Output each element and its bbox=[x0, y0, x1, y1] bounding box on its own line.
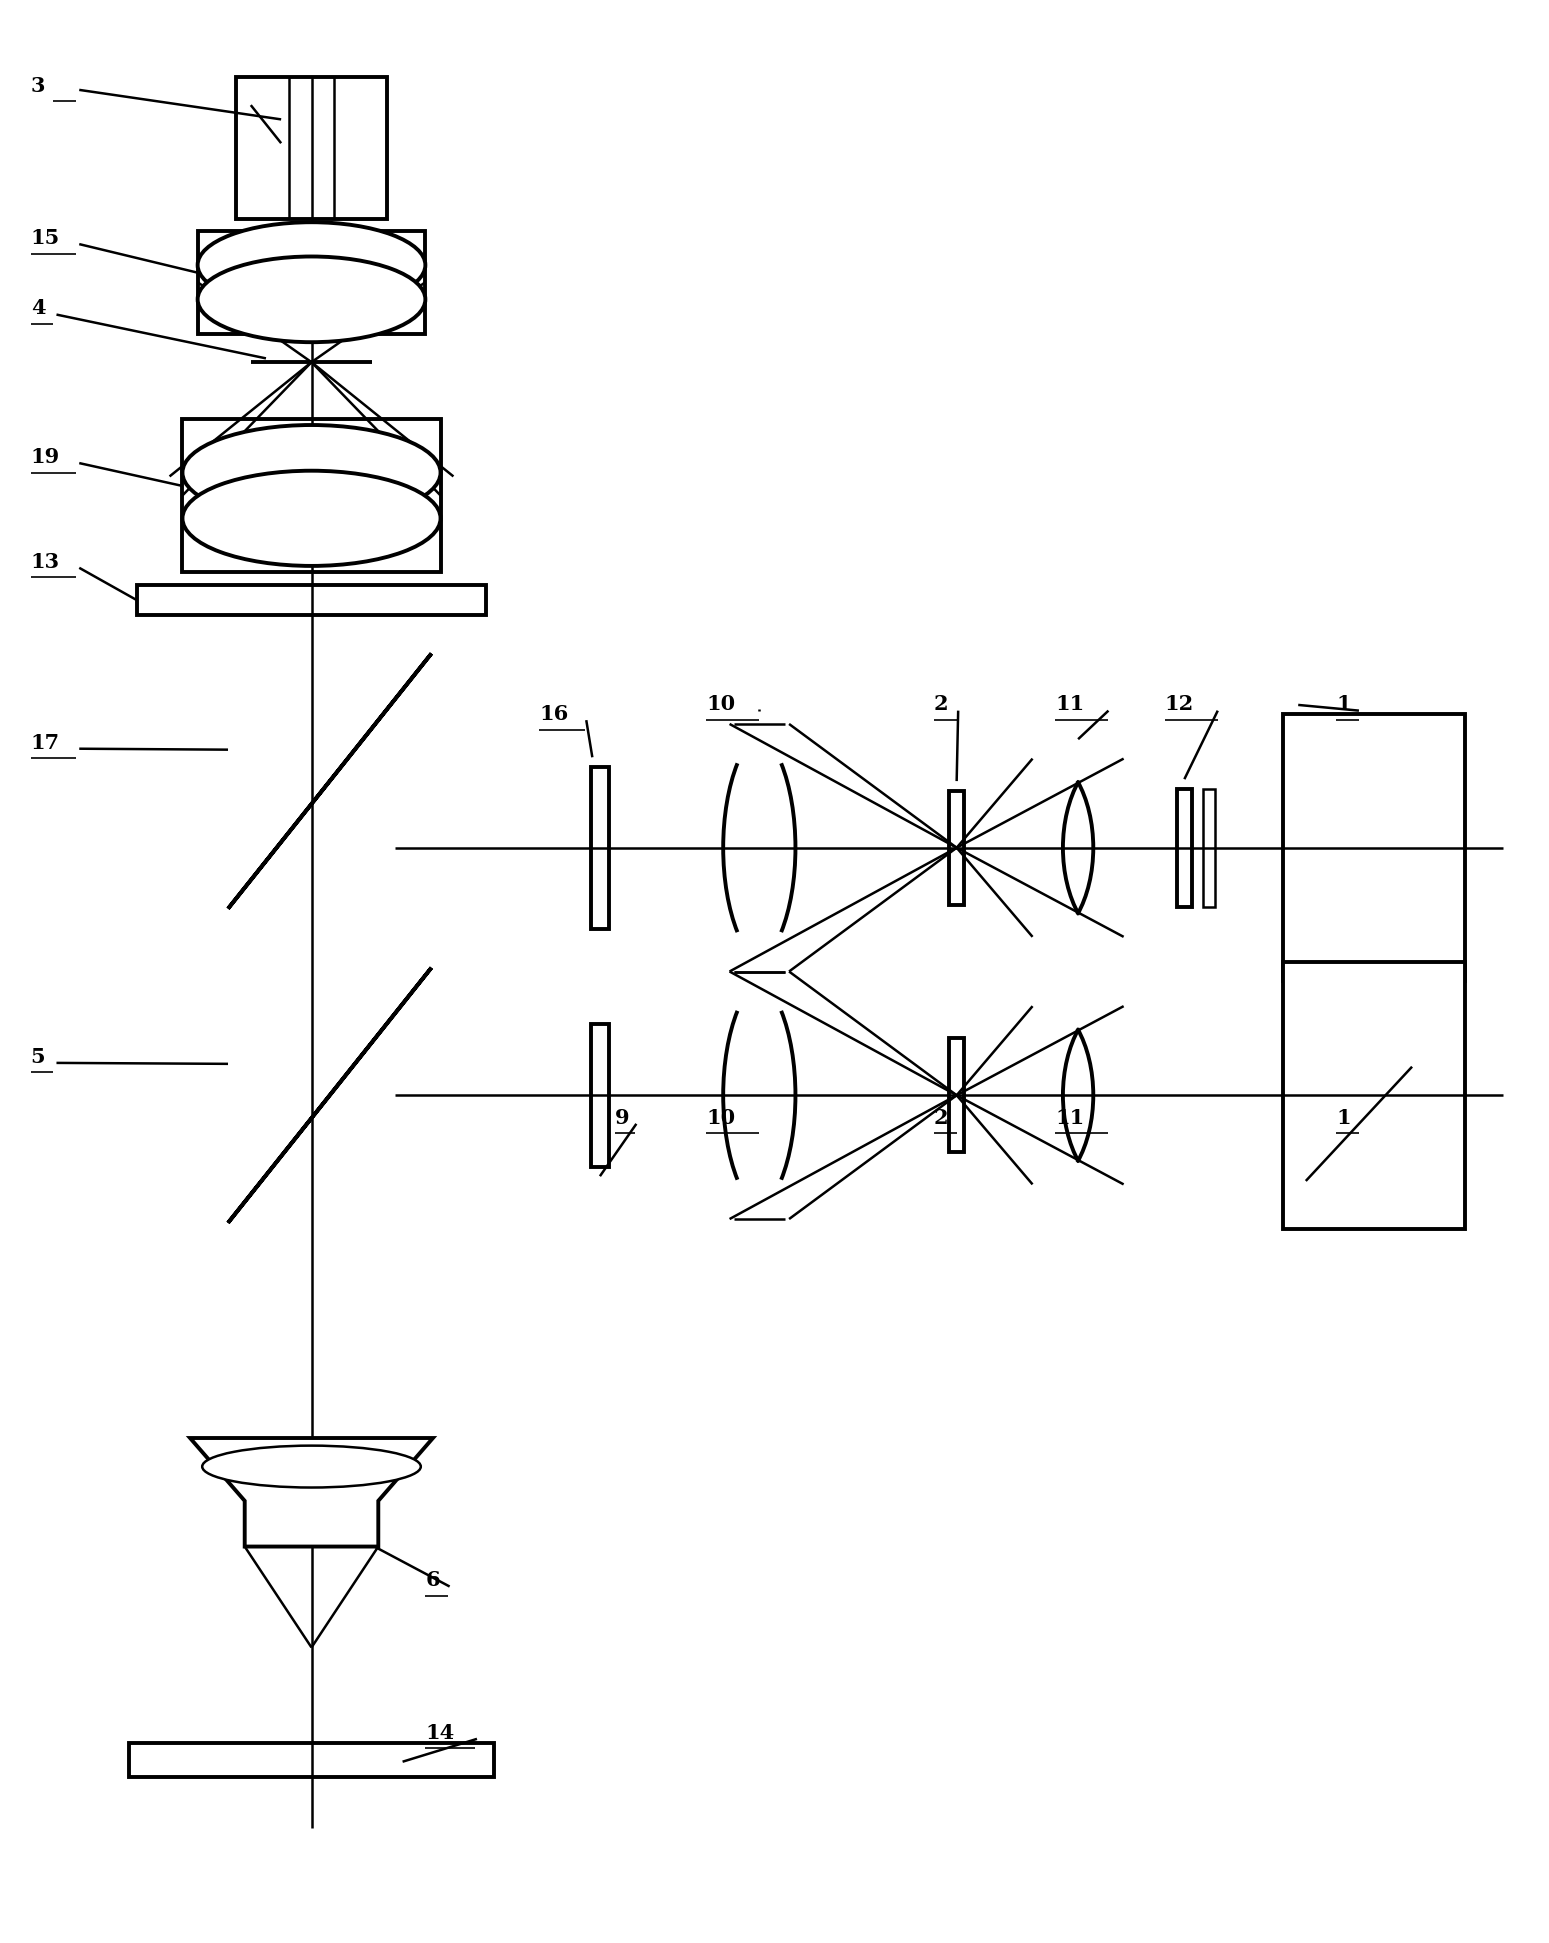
Ellipse shape bbox=[183, 470, 440, 565]
Text: 9: 9 bbox=[615, 1108, 630, 1127]
Text: 1: 1 bbox=[1337, 1108, 1351, 1127]
Bar bbox=[950, 1038, 963, 1152]
Bar bbox=[198, 231, 426, 334]
Text: 14: 14 bbox=[426, 1723, 454, 1743]
Text: 11: 11 bbox=[1055, 1108, 1084, 1127]
Text: 16: 16 bbox=[539, 703, 568, 725]
Text: 5: 5 bbox=[31, 1047, 45, 1067]
Text: 13: 13 bbox=[31, 552, 60, 571]
Text: 6: 6 bbox=[426, 1570, 440, 1589]
Ellipse shape bbox=[198, 256, 426, 342]
Text: 10: 10 bbox=[706, 1108, 736, 1127]
Bar bbox=[130, 1743, 494, 1778]
Polygon shape bbox=[228, 968, 432, 1222]
Text: 10: 10 bbox=[706, 694, 736, 715]
Ellipse shape bbox=[183, 426, 440, 521]
Text: 19: 19 bbox=[31, 447, 60, 466]
Bar bbox=[1177, 789, 1193, 907]
Text: 17: 17 bbox=[31, 733, 60, 752]
Text: 2: 2 bbox=[934, 694, 948, 715]
Ellipse shape bbox=[198, 222, 426, 307]
Text: 15: 15 bbox=[31, 227, 60, 249]
Text: 12: 12 bbox=[1165, 694, 1194, 715]
Bar bbox=[235, 76, 387, 220]
Bar bbox=[590, 767, 609, 929]
Bar bbox=[1283, 962, 1465, 1228]
Bar bbox=[1202, 789, 1214, 907]
Bar bbox=[590, 1024, 609, 1166]
Text: 11: 11 bbox=[1055, 694, 1084, 715]
Bar bbox=[950, 791, 963, 905]
Text: 4: 4 bbox=[31, 299, 45, 319]
Text: 3: 3 bbox=[31, 76, 45, 95]
Polygon shape bbox=[228, 653, 432, 909]
Bar bbox=[136, 585, 486, 616]
Text: 1: 1 bbox=[1337, 694, 1351, 715]
Bar bbox=[1283, 715, 1465, 981]
Bar bbox=[183, 420, 440, 571]
Text: 2: 2 bbox=[934, 1108, 948, 1127]
Polygon shape bbox=[191, 1438, 434, 1547]
Ellipse shape bbox=[203, 1446, 421, 1488]
